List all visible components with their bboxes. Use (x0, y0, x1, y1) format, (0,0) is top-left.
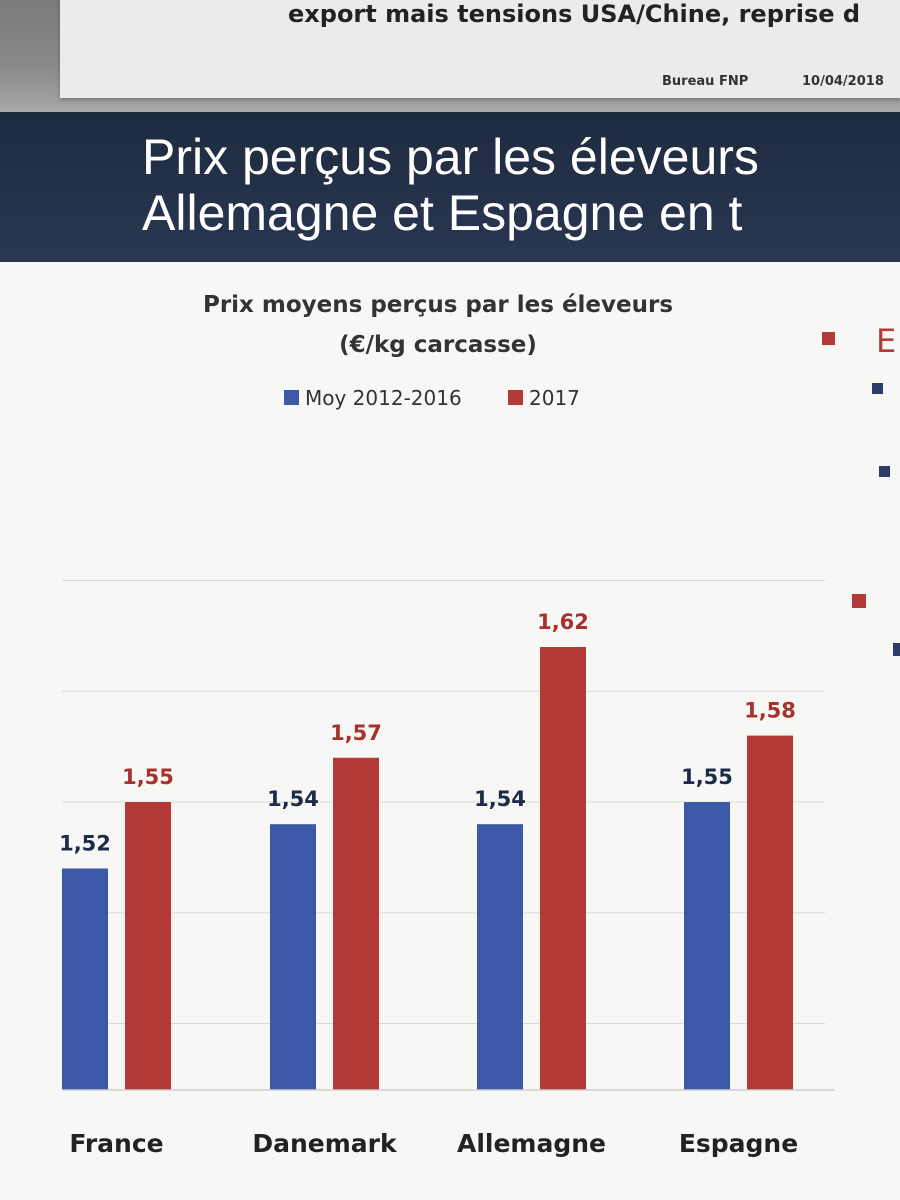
bar-allemagne-2017 (540, 647, 586, 1090)
value-label-allemagne-moy: 1,54 (474, 787, 526, 811)
slide-title-line-2: Allemagne et Espagne en t (142, 185, 743, 241)
bar-france-moy (62, 868, 108, 1090)
side-bullet-blue-2 (879, 466, 890, 477)
document-header: export mais tensions USA/Chine, reprise … (60, 0, 900, 98)
value-label-espagne-moy: 1,55 (681, 765, 733, 789)
value-label-france-2017: 1,55 (122, 765, 174, 789)
bar-danemark-moy (270, 824, 316, 1090)
legend: Moy 2012-2016 2017 (284, 386, 580, 410)
value-label-allemagne-2017: 1,62 (537, 610, 589, 634)
side-bullet-red-2 (852, 594, 866, 608)
chart-subtitle: (€/kg carcasse) (339, 332, 537, 358)
side-heading-letter: E (876, 322, 896, 360)
side-bullet-blue-1 (872, 383, 883, 394)
legend-swatch-moy (284, 390, 299, 405)
category-label-france: France (69, 1129, 163, 1158)
category-label-espagne: Espagne (679, 1129, 798, 1158)
legend-label-2017: 2017 (529, 386, 580, 410)
header-date: 10/04/2018 (802, 74, 884, 89)
category-labels: France Danemark Allemagne Espagne (69, 1129, 798, 1158)
chart-title: Prix moyens perçus par les éleveurs (203, 292, 673, 318)
bar-france-2017 (125, 802, 171, 1090)
value-label-danemark-2017: 1,57 (330, 721, 382, 745)
header-subtitle: export mais tensions USA/Chine, reprise … (288, 0, 861, 28)
bar-espagne-moy (684, 802, 730, 1090)
bar-danemark-2017 (333, 757, 379, 1090)
slide-title-line-1: Prix perçus par les éleveurs (142, 129, 759, 185)
value-label-espagne-2017: 1,58 (744, 699, 796, 723)
slide-title-bar: Prix perçus par les éleveurs Allemagne e… (0, 112, 900, 262)
bar-espagne-2017 (747, 735, 793, 1090)
side-bullet-blue-3 (893, 643, 900, 656)
bar-value-labels: 1,52 1,55 1,54 1,57 1,54 1,62 1,55 1,58 (59, 610, 796, 856)
legend-swatch-2017 (508, 390, 523, 405)
side-legend: E (822, 322, 900, 656)
category-label-danemark: Danemark (252, 1129, 398, 1158)
value-label-france-moy: 1,52 (59, 832, 111, 856)
legend-label-moy: Moy 2012-2016 (305, 386, 462, 410)
bars (62, 647, 793, 1090)
bar-allemagne-moy (477, 824, 523, 1090)
category-label-allemagne: Allemagne (457, 1129, 606, 1158)
header-author: Bureau FNP (662, 74, 749, 89)
side-bullet-red (822, 332, 835, 345)
value-label-danemark-moy: 1,54 (267, 787, 319, 811)
